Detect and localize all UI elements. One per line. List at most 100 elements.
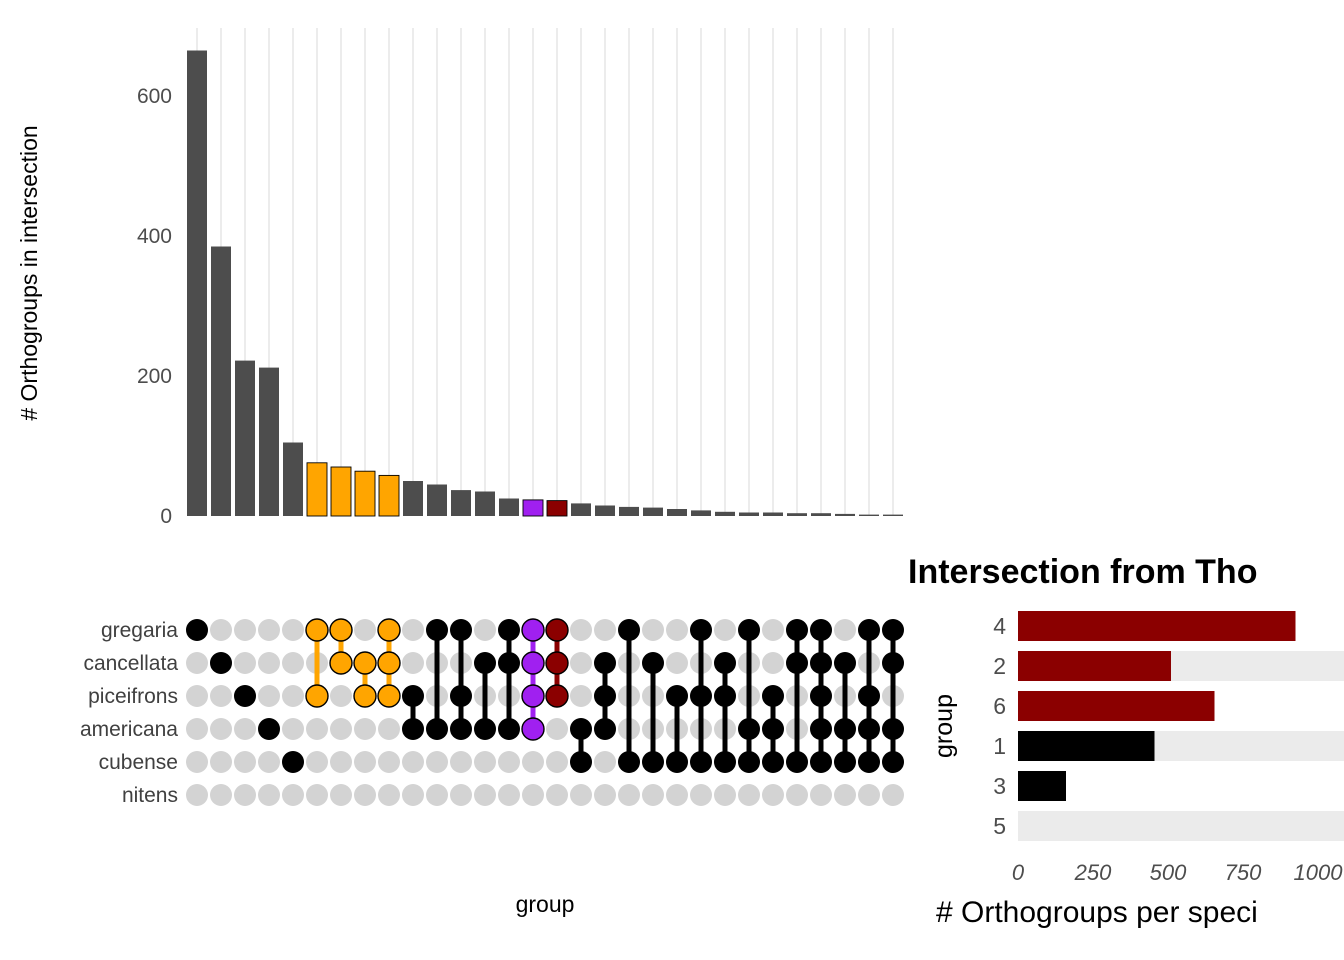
matrix-dot-empty (642, 619, 664, 641)
matrix-dot-member (594, 652, 616, 674)
intersection-bar (739, 512, 759, 516)
matrix-dot-member (786, 751, 808, 773)
intersection-bars-layer (187, 50, 903, 517)
intersection-bar (835, 513, 855, 516)
matrix-dot-empty (402, 619, 424, 641)
species-label: americana (80, 718, 178, 741)
right-x-tick-label: 500 (1150, 860, 1187, 885)
left-y-axis-title: # Orthogroups in intersection (16, 125, 42, 420)
matrix-dot-member (234, 685, 256, 707)
matrix-dot-empty (330, 685, 352, 707)
intersection-bar (378, 474, 400, 517)
matrix-dot-empty (354, 751, 376, 773)
matrix-dot-member (882, 619, 904, 641)
matrix-dot-empty (186, 685, 208, 707)
left-ytick-labels-layer: 0 200 400 600 (137, 85, 172, 528)
right-y-tick-label: 4 (993, 613, 1006, 639)
right-x-axis-title: # Orthogroups per speci (936, 896, 1258, 929)
right-x-tick-label: 0 (1012, 860, 1025, 885)
species-label: cancellata (83, 652, 178, 675)
intersection-bar (787, 513, 807, 516)
matrix-dot-empty (378, 751, 400, 773)
species-label: piceifrons (88, 685, 178, 708)
right-y-tick-label: 3 (993, 773, 1006, 799)
matrix-dot-empty (834, 784, 856, 806)
matrix-dot-member (666, 751, 688, 773)
matrix-dot-member (690, 751, 712, 773)
intersection-bar (595, 505, 615, 516)
matrix-dot-empty (498, 751, 520, 773)
matrix-dot-member (377, 618, 401, 642)
matrix-dot-member (642, 751, 664, 773)
matrix-dot-member (426, 619, 448, 641)
matrix-dot-empty (210, 619, 232, 641)
intersection-bar (259, 367, 279, 516)
matrix-dot-member (402, 685, 424, 707)
matrix-dot-member (450, 619, 472, 641)
matrix-dot-empty (714, 619, 736, 641)
left-y-tick-label: 0 (160, 505, 172, 528)
matrix-dot-member (738, 619, 760, 641)
matrix-dot-empty (258, 619, 280, 641)
right-x-tick-label: 750 (1225, 860, 1262, 885)
intersection-bar (499, 498, 519, 516)
matrix-dot-member (714, 751, 736, 773)
matrix-dot-empty (258, 685, 280, 707)
matrix-dot-empty (570, 619, 592, 641)
matrix-dot-member (258, 718, 280, 740)
matrix-dot-member (570, 751, 592, 773)
matrix-dot-member (498, 718, 520, 740)
matrix-dot-empty (666, 619, 688, 641)
intersection-bar (859, 514, 879, 516)
matrix-dot-empty (810, 784, 832, 806)
matrix-dot-empty (786, 784, 808, 806)
matrix-dot-member (762, 718, 784, 740)
species-label: cubense (99, 751, 178, 774)
matrix-dot-member (810, 751, 832, 773)
matrix-dot-empty (738, 784, 760, 806)
matrix-dot-member (210, 652, 232, 674)
matrix-dot-member (834, 751, 856, 773)
matrix-dot-empty (570, 685, 592, 707)
matrix-dot-empty (594, 619, 616, 641)
left-y-tick-label: 600 (137, 85, 172, 108)
matrix-dot-member (810, 652, 832, 674)
intersection-bar (187, 50, 207, 516)
matrix-dot-empty (210, 751, 232, 773)
matrix-dot-empty (210, 784, 232, 806)
matrix-dot-empty (618, 784, 640, 806)
intersection-bar (306, 462, 328, 517)
matrix-dot-member (426, 718, 448, 740)
matrix-dot-empty (210, 685, 232, 707)
matrix-dot-member (377, 684, 401, 708)
matrix-dot-empty (714, 784, 736, 806)
intersection-bar (451, 490, 471, 516)
matrix-dot-member (305, 684, 329, 708)
matrix-dot-member (545, 618, 569, 642)
matrix-dot-empty (666, 652, 688, 674)
matrix-dot-member (618, 751, 640, 773)
matrix-dot-member (545, 684, 569, 708)
intersection-bar (883, 514, 903, 516)
right-x-tick-label: 1000 (1294, 860, 1344, 885)
matrix-dot-member (353, 684, 377, 708)
matrix-dot-empty (234, 751, 256, 773)
matrix-dot-member (570, 718, 592, 740)
matrix-dot-member (186, 619, 208, 641)
matrix-dot-empty (354, 619, 376, 641)
matrix-dot-empty (258, 784, 280, 806)
intersection-bar (283, 442, 303, 516)
matrix-dot-empty (522, 784, 544, 806)
matrix-dot-member (521, 717, 545, 741)
matrix-dot-member (714, 652, 736, 674)
matrix-dot-member (521, 618, 545, 642)
intersection-bar (546, 500, 568, 517)
matrix-dot-member (377, 651, 401, 675)
matrix-dot-empty (402, 751, 424, 773)
intersection-bar (427, 484, 447, 516)
right-bar-chart-layer: 4 2 6 1 3 50 250 500 750 1000 (993, 611, 1344, 885)
matrix-dot-member (353, 651, 377, 675)
row-stripe (1018, 811, 1344, 841)
matrix-dot-member (498, 652, 520, 674)
